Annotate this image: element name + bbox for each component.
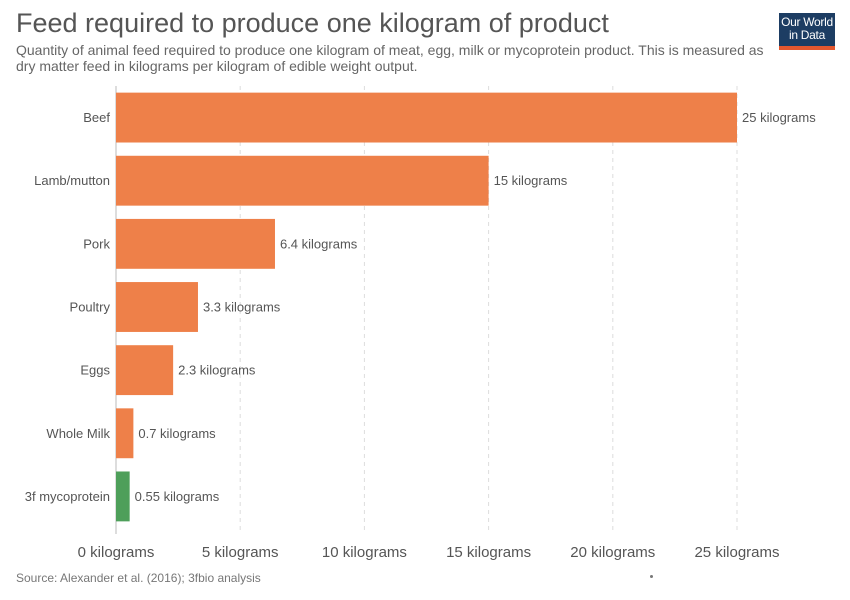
bar[interactable] bbox=[116, 345, 174, 396]
category-label: Eggs bbox=[80, 363, 110, 378]
bar[interactable] bbox=[116, 92, 737, 143]
bar[interactable] bbox=[116, 282, 198, 332]
bar[interactable] bbox=[116, 408, 134, 459]
category-label: Poultry bbox=[70, 300, 111, 315]
value-label: 6.4 kilograms bbox=[280, 236, 358, 251]
x-tick-label: 5 kilograms bbox=[202, 544, 279, 561]
source-note: Source: Alexander et al. (2016); 3fbio a… bbox=[16, 571, 261, 585]
category-label: Whole Milk bbox=[46, 426, 110, 441]
bar[interactable] bbox=[116, 155, 489, 206]
value-label: 25 kilograms bbox=[742, 110, 816, 125]
x-tick-label: 0 kilograms bbox=[78, 544, 155, 561]
x-tick-labels: 0 kilograms 5 kilograms 10 kilograms 15 kil… bbox=[78, 544, 780, 561]
category-label: Pork bbox=[83, 236, 110, 251]
owid-logo[interactable]: Our World in Data bbox=[779, 13, 835, 50]
x-tick-label: 20 kilograms bbox=[570, 544, 655, 561]
chart-title: Feed required to produce one kilogram of… bbox=[16, 8, 609, 38]
value-label: 2.3 kilograms bbox=[178, 363, 256, 378]
logo-line-1: Our World bbox=[781, 15, 833, 29]
bar[interactable] bbox=[116, 471, 130, 522]
category-label: Lamb/mutton bbox=[34, 173, 110, 188]
bars bbox=[116, 92, 737, 522]
value-label: 0.55 kilograms bbox=[135, 489, 220, 504]
x-tick-label: 10 kilograms bbox=[322, 544, 407, 561]
chart-subtitle: Quantity of animal feed required to prod… bbox=[16, 42, 764, 74]
logo-line-2: in Data bbox=[789, 28, 825, 42]
value-label: 0.7 kilograms bbox=[138, 426, 216, 441]
category-label: 3f mycoprotein bbox=[25, 489, 110, 504]
category-label: Beef bbox=[83, 110, 110, 125]
x-tick-label: 25 kilograms bbox=[694, 544, 779, 561]
footer-dot bbox=[650, 575, 653, 578]
category-labels: Beef Lamb/mutton Pork Poultry Eggs Whole Milk… bbox=[25, 110, 111, 504]
x-tick-label: 15 kilograms bbox=[446, 544, 531, 561]
bar[interactable] bbox=[116, 218, 275, 269]
value-labels: 25 kilograms 15 kilograms 6.4 kilograms 3.3… bbox=[135, 110, 817, 504]
value-label: 3.3 kilograms bbox=[203, 300, 281, 315]
value-label: 15 kilograms bbox=[494, 173, 568, 188]
